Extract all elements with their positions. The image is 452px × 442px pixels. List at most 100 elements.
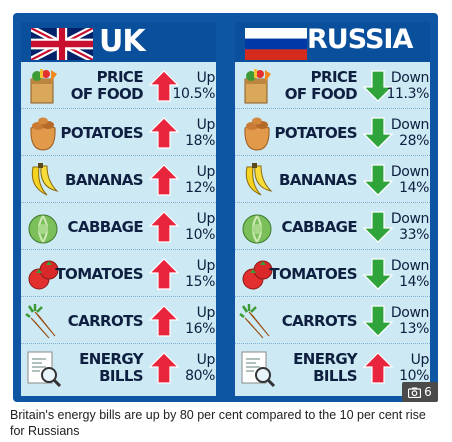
uk-change: Up 18% (171, 111, 215, 155)
uk-item-label-line: OF FOOD (70, 85, 144, 103)
russia-change-direction: Down (390, 305, 429, 321)
russia-change: Down 11.3% (385, 64, 430, 108)
uk-item-label: CARROTS (39, 299, 144, 343)
down-arrow-icon (363, 164, 393, 196)
russia-item-label: POTATOES (253, 111, 358, 155)
grocery-bag-icon (244, 69, 271, 104)
russia-change-direction: Down (390, 164, 429, 180)
uk-change-direction: Up (196, 164, 216, 180)
russia-change-percent: 28% (399, 133, 429, 149)
down-arrow-icon (363, 211, 393, 243)
uk-row: BANANAS Up 12% (21, 158, 216, 203)
up-arrow-icon (149, 117, 179, 149)
gallery-count: 6 (424, 385, 432, 399)
uk-change-percent: 16% (185, 321, 215, 337)
down-arrow-icon (363, 70, 393, 102)
russia-item-label-line: CARROTS (281, 311, 358, 330)
russia-change-percent: 33% (399, 227, 429, 243)
russia-item-label-line: OF FOOD (284, 85, 358, 103)
uk-change-percent: 18% (185, 133, 215, 149)
uk-item-label-line: CARROTS (67, 311, 144, 330)
uk-change-direction: Up (196, 305, 216, 321)
russia-change: Down 14% (385, 158, 429, 202)
russia-change-direction: Up (410, 352, 430, 368)
uk-title: UK (99, 24, 146, 59)
uk-change-direction: Up (196, 70, 216, 86)
uk-row: POTATOES Up 18% (21, 111, 216, 156)
russia-item-label-line: BANANAS (279, 170, 358, 189)
gallery-button[interactable]: 6 (402, 382, 438, 402)
carrot-icon (25, 304, 56, 339)
uk-item-label: PRICE OF FOOD (39, 64, 144, 108)
uk-item-label-line: POTATOES (60, 123, 144, 142)
russia-change-direction: Down (390, 70, 429, 86)
russia-row: PRICE OF FOOD Down 11.3% (235, 64, 430, 109)
image-caption: Britain's energy bills are up by 80 per … (10, 408, 426, 438)
uk-change: Up 16% (171, 299, 215, 343)
uk-item-label: ENERGY BILLS (39, 346, 143, 390)
russia-change-percent: 10% (399, 368, 429, 384)
uk-header: UK (21, 22, 216, 62)
down-arrow-icon (363, 117, 393, 149)
uk-change-direction: Up (196, 117, 216, 133)
uk-change-percent: 10% (185, 227, 215, 243)
uk-change-percent: 10.5% (172, 86, 216, 102)
down-arrow-icon (363, 305, 393, 337)
uk-change: Up 10.5% (171, 64, 216, 108)
russia-item-label: PRICE OF FOOD (253, 64, 358, 108)
uk-item-label-line: BILLS (99, 367, 144, 385)
russia-change: Up 10% (385, 346, 429, 390)
up-arrow-icon (363, 352, 393, 384)
energy-bill-icon (241, 351, 275, 387)
russia-header: RUSSIA (235, 22, 430, 62)
uk-change: Up 10% (171, 205, 215, 249)
uk-item-label: BANANAS (39, 158, 144, 202)
uk-row: CARROTS Up 16% (21, 299, 216, 344)
uk-panel: UK PRICE OF FOOD Up 10.5% POTATOES Up 18% BANAN… (21, 22, 216, 396)
russia-item-label: ENERGY BILLS (253, 346, 357, 390)
carrot-icon (239, 304, 270, 339)
uk-change: Up 12% (171, 158, 215, 202)
uk-row: CABBAGE Up 10% (21, 205, 216, 250)
tomato-icon (28, 260, 59, 290)
russia-item-label: CABBAGE (253, 205, 358, 249)
banana-icon (31, 163, 59, 196)
russia-change: Down 33% (385, 205, 429, 249)
russia-row: POTATOES Down 28% (235, 111, 430, 156)
russia-item-label-line: TOMATOES (269, 264, 357, 283)
russia-title: RUSSIA (307, 24, 413, 55)
energy-bill-icon (27, 351, 61, 387)
russia-item-label-line: CABBAGE (281, 217, 358, 236)
uk-row: PRICE OF FOOD Up 10.5% (21, 64, 216, 109)
tomato-icon (242, 260, 273, 290)
russia-change: Down 13% (385, 299, 429, 343)
russia-change: Down 28% (385, 111, 429, 155)
russia-change-percent: 14% (399, 180, 429, 196)
uk-item-label-line: TOMATOES (55, 264, 143, 283)
potato-sack-icon (244, 117, 270, 151)
grocery-bag-icon (30, 69, 57, 104)
up-arrow-icon (149, 258, 179, 290)
russia-row: BANANAS Down 14% (235, 158, 430, 203)
up-arrow-icon (149, 211, 179, 243)
russia-change-percent: 13% (399, 321, 429, 337)
up-arrow-icon (149, 164, 179, 196)
uk-change-percent: 15% (185, 274, 215, 290)
russia-item-label-line: PRICE (310, 68, 358, 86)
uk-item-label: TOMATOES (39, 252, 143, 296)
russia-row: TOMATOES Down 14% (235, 252, 430, 297)
russia-change-direction: Down (390, 117, 429, 133)
uk-item-label: POTATOES (39, 111, 144, 155)
uk-flag-icon (31, 28, 93, 60)
cabbage-icon (242, 214, 272, 244)
russia-row: ENERGY BILLS Up 10% (235, 346, 430, 390)
russia-item-label-line: BILLS (313, 367, 358, 385)
uk-change-direction: Up (196, 211, 216, 227)
uk-change-direction: Up (196, 258, 216, 274)
uk-change-percent: 80% (185, 368, 215, 384)
uk-item-label-line: CABBAGE (67, 217, 144, 236)
russia-flag-icon (245, 28, 307, 60)
russia-panel: RUSSIA PRICE OF FOOD Down 11.3% POTATOES Down… (235, 22, 430, 396)
infographic[interactable]: UK PRICE OF FOOD Up 10.5% POTATOES Up 18% BANAN… (13, 13, 438, 402)
cabbage-icon (28, 214, 58, 244)
